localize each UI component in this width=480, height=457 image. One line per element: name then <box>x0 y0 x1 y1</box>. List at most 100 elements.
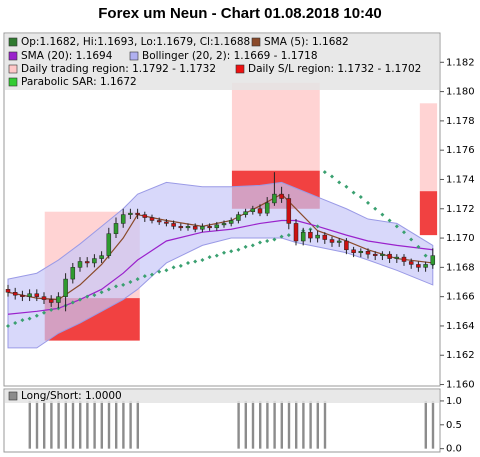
sar-dot <box>99 290 104 295</box>
candle-body <box>12 292 18 296</box>
bar <box>115 400 118 449</box>
legend-swatch <box>129 51 139 61</box>
y-tick-label: 1.170 <box>446 233 475 244</box>
sar-dot <box>193 259 198 264</box>
sar-dot <box>142 274 147 279</box>
legend-label: Long/Short: 1.0000 <box>21 390 122 402</box>
candle-body <box>365 250 371 255</box>
candle-body <box>416 264 421 268</box>
candle-body <box>56 296 61 303</box>
legend-label: Parabolic SAR: 1.1672 <box>21 76 137 88</box>
bar <box>35 400 39 449</box>
sar-dot <box>366 200 370 205</box>
sar-dot <box>330 174 334 179</box>
chart-title: Forex um Neun - Chart 01.08.2018 10:40 <box>98 5 381 22</box>
y-tick-label: 1.160 <box>446 380 475 391</box>
sar-dot <box>207 255 212 260</box>
candle-body <box>408 261 414 265</box>
sar-dot <box>416 244 421 249</box>
bollinger-band <box>7 181 434 349</box>
sar-dot <box>387 218 392 223</box>
candle-body <box>351 249 356 253</box>
sar-dot <box>344 184 349 189</box>
sar-dot <box>423 253 428 258</box>
candle-body <box>192 226 198 230</box>
y-tick-label: 1.178 <box>446 116 475 127</box>
legend-label: Bollinger (20, 2): 1.1669 - 1.1718 <box>142 50 318 62</box>
sar-dot <box>272 237 277 242</box>
legend-swatch <box>8 391 18 401</box>
sar-dot <box>337 180 342 185</box>
candle-body <box>214 224 220 229</box>
bar <box>86 400 89 449</box>
sar-dot <box>222 250 226 255</box>
y-tick-label: 1.176 <box>446 145 475 156</box>
candle-body <box>293 223 299 242</box>
bar <box>129 400 132 449</box>
sar-dot <box>157 269 162 274</box>
sar-dot <box>243 244 248 249</box>
candle-body <box>185 226 191 229</box>
y-tick-label: 1.182 <box>446 57 475 68</box>
candle-body <box>257 208 263 214</box>
y-tick-label: 0.5 <box>446 420 462 431</box>
candle-body <box>164 221 169 224</box>
sar-dot <box>373 206 378 211</box>
bar <box>244 400 247 449</box>
candle-body <box>84 261 90 264</box>
legend-swatch <box>8 37 18 47</box>
candle-body <box>279 193 284 199</box>
candle-body <box>380 253 385 256</box>
legend-box <box>5 34 439 90</box>
candle-body <box>250 208 256 212</box>
candle-body <box>5 289 11 293</box>
y-tick-label: 1.174 <box>446 174 475 185</box>
bar <box>79 400 82 449</box>
candle-body <box>41 296 47 300</box>
bar <box>100 400 103 449</box>
legend-label: Daily S/L region: 1.1732 - 1.1702 <box>248 63 421 75</box>
sar-dot <box>135 277 140 282</box>
plot-frame <box>3 32 441 387</box>
bar <box>316 400 319 449</box>
legend-box <box>5 390 439 403</box>
sar-dot <box>178 263 183 268</box>
legend-swatch <box>8 77 18 87</box>
candle-body <box>236 214 241 221</box>
sar-dot <box>85 294 90 299</box>
sar-dot <box>150 272 154 277</box>
candle-body <box>20 294 25 297</box>
sar-dot <box>351 190 356 195</box>
legend-label: SMA (20): 1.1694 <box>21 50 113 62</box>
candle-body <box>178 226 184 229</box>
sar-dot <box>106 287 111 292</box>
candle-body <box>228 220 234 224</box>
sar-dot <box>13 321 18 326</box>
candle-body <box>113 223 119 234</box>
candle-body <box>135 212 140 215</box>
candle-body <box>430 255 436 265</box>
legend-swatch <box>8 51 18 61</box>
candle-body <box>286 198 292 224</box>
sar-dot <box>114 284 118 289</box>
candle-body <box>221 223 227 226</box>
candle-body <box>358 250 364 253</box>
sar-dot <box>171 265 176 270</box>
candle-body <box>27 293 32 297</box>
sar-dot <box>92 293 97 298</box>
sar-dot <box>236 247 241 252</box>
bar <box>122 400 125 449</box>
candle-body <box>394 256 400 259</box>
region <box>419 191 438 236</box>
candle-body <box>70 267 76 280</box>
bar <box>57 400 60 449</box>
candle-body <box>48 299 54 303</box>
bar <box>309 400 312 449</box>
bar <box>107 400 111 449</box>
candle-body <box>128 212 133 215</box>
candle-body <box>322 234 328 240</box>
sar-dot <box>78 297 82 302</box>
bar <box>64 400 67 449</box>
candle-body <box>77 261 83 268</box>
